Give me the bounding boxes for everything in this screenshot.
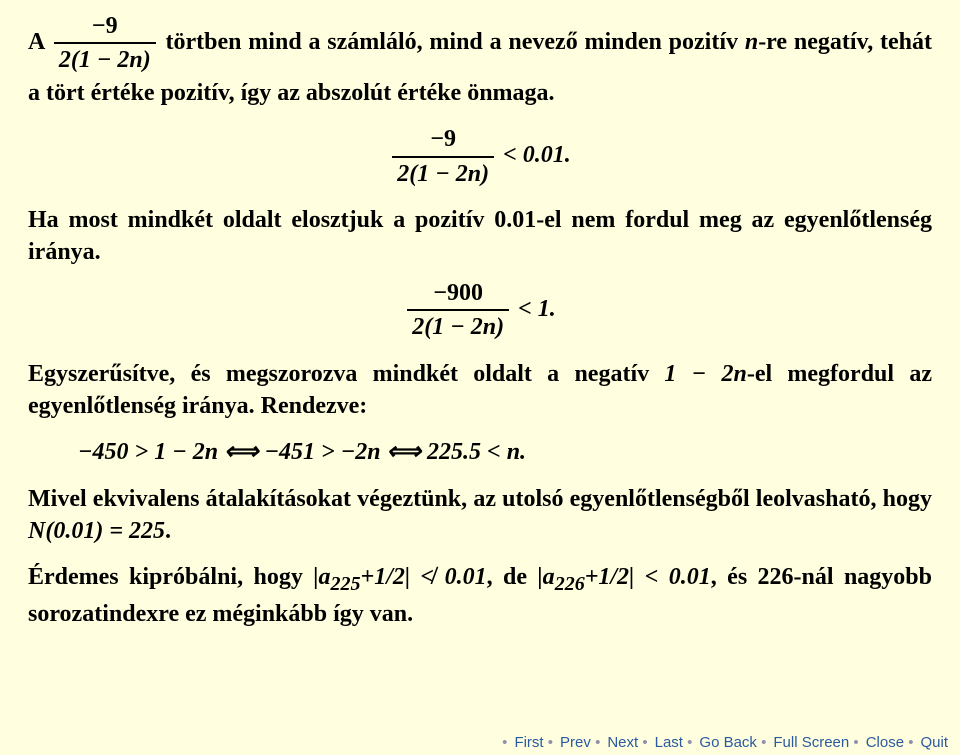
bullet-icon: • — [595, 734, 600, 751]
expr: 1 − 2n — [664, 361, 746, 387]
equation-2: −900 2(1 − 2n) < 1. — [28, 277, 932, 344]
num: 0.01 — [494, 207, 536, 233]
text: Mivel ekvivalens átalakításokat végeztün… — [28, 486, 932, 512]
fraction-num: −900 — [407, 277, 509, 311]
paragraph-5: Érdemes kipróbálni, hogy |a225+1/2| ≮ 0.… — [28, 561, 932, 630]
var-n: n — [745, 29, 758, 55]
expr: |a226+1/2| < 0.01 — [537, 564, 710, 590]
nav-fullscreen[interactable]: Full Screen — [773, 734, 849, 751]
fraction-den: 2(1 − 2n) — [407, 311, 509, 343]
text: , de — [487, 564, 538, 590]
bullet-icon: • — [908, 734, 913, 751]
equation-3: −450 > 1 − 2n ⟺ −451 > −2n ⟺ 225.5 < n. — [28, 436, 932, 468]
expr: N(0.01) = 225 — [28, 518, 165, 544]
fraction-num: −9 — [392, 123, 494, 157]
paragraph-3: Egyszerűsítve, és megszorozva mindkét ol… — [28, 358, 932, 423]
paragraph-2: Ha most mindkét oldalt elosztjuk a pozit… — [28, 204, 932, 269]
nav-next[interactable]: Next — [607, 734, 638, 751]
expr: |a225+1/2| ≮ 0.01 — [313, 564, 486, 590]
paragraph-4: Mivel ekvivalens átalakításokat végeztün… — [28, 483, 932, 548]
text: törtben mind a számláló, mind a nevező m… — [166, 29, 745, 55]
nav-goback[interactable]: Go Back — [699, 734, 757, 751]
text: Érdemes kipróbálni, hogy — [28, 564, 313, 590]
eq2-rhs: < 1. — [518, 296, 556, 322]
bullet-icon: • — [853, 734, 858, 751]
bullet-icon: • — [687, 734, 692, 751]
bullet-icon: • — [761, 734, 766, 751]
fraction-eq2: −900 2(1 − 2n) — [407, 277, 509, 344]
nav-last[interactable]: Last — [655, 734, 683, 751]
nav-bar: •First •Prev •Next •Last •Go Back •Full … — [0, 733, 960, 753]
eq1-rhs: < 0.01. — [503, 142, 571, 168]
text: A — [28, 29, 51, 55]
nav-close[interactable]: Close — [866, 734, 904, 751]
fraction-den: 2(1 − 2n) — [54, 44, 156, 76]
bullet-icon: • — [502, 734, 507, 751]
text: Ha most mindkét oldalt elosztjuk a pozit… — [28, 207, 494, 233]
paragraph-1: A −9 2(1 − 2n) törtben mind a számláló, … — [28, 10, 932, 109]
fraction-den: 2(1 − 2n) — [392, 158, 494, 190]
fraction-1: −9 2(1 − 2n) — [54, 10, 156, 77]
nav-first[interactable]: First — [514, 734, 543, 751]
nav-prev[interactable]: Prev — [560, 734, 591, 751]
fraction-eq1: −9 2(1 − 2n) — [392, 123, 494, 190]
equation-1: −9 2(1 − 2n) < 0.01. — [28, 123, 932, 190]
bullet-icon: • — [642, 734, 647, 751]
text: Egyszerűsítve, és megszorozva mindkét ol… — [28, 361, 664, 387]
fraction-num: −9 — [54, 10, 156, 44]
text: . — [165, 518, 171, 544]
nav-quit[interactable]: Quit — [920, 734, 948, 751]
bullet-icon: • — [548, 734, 553, 751]
